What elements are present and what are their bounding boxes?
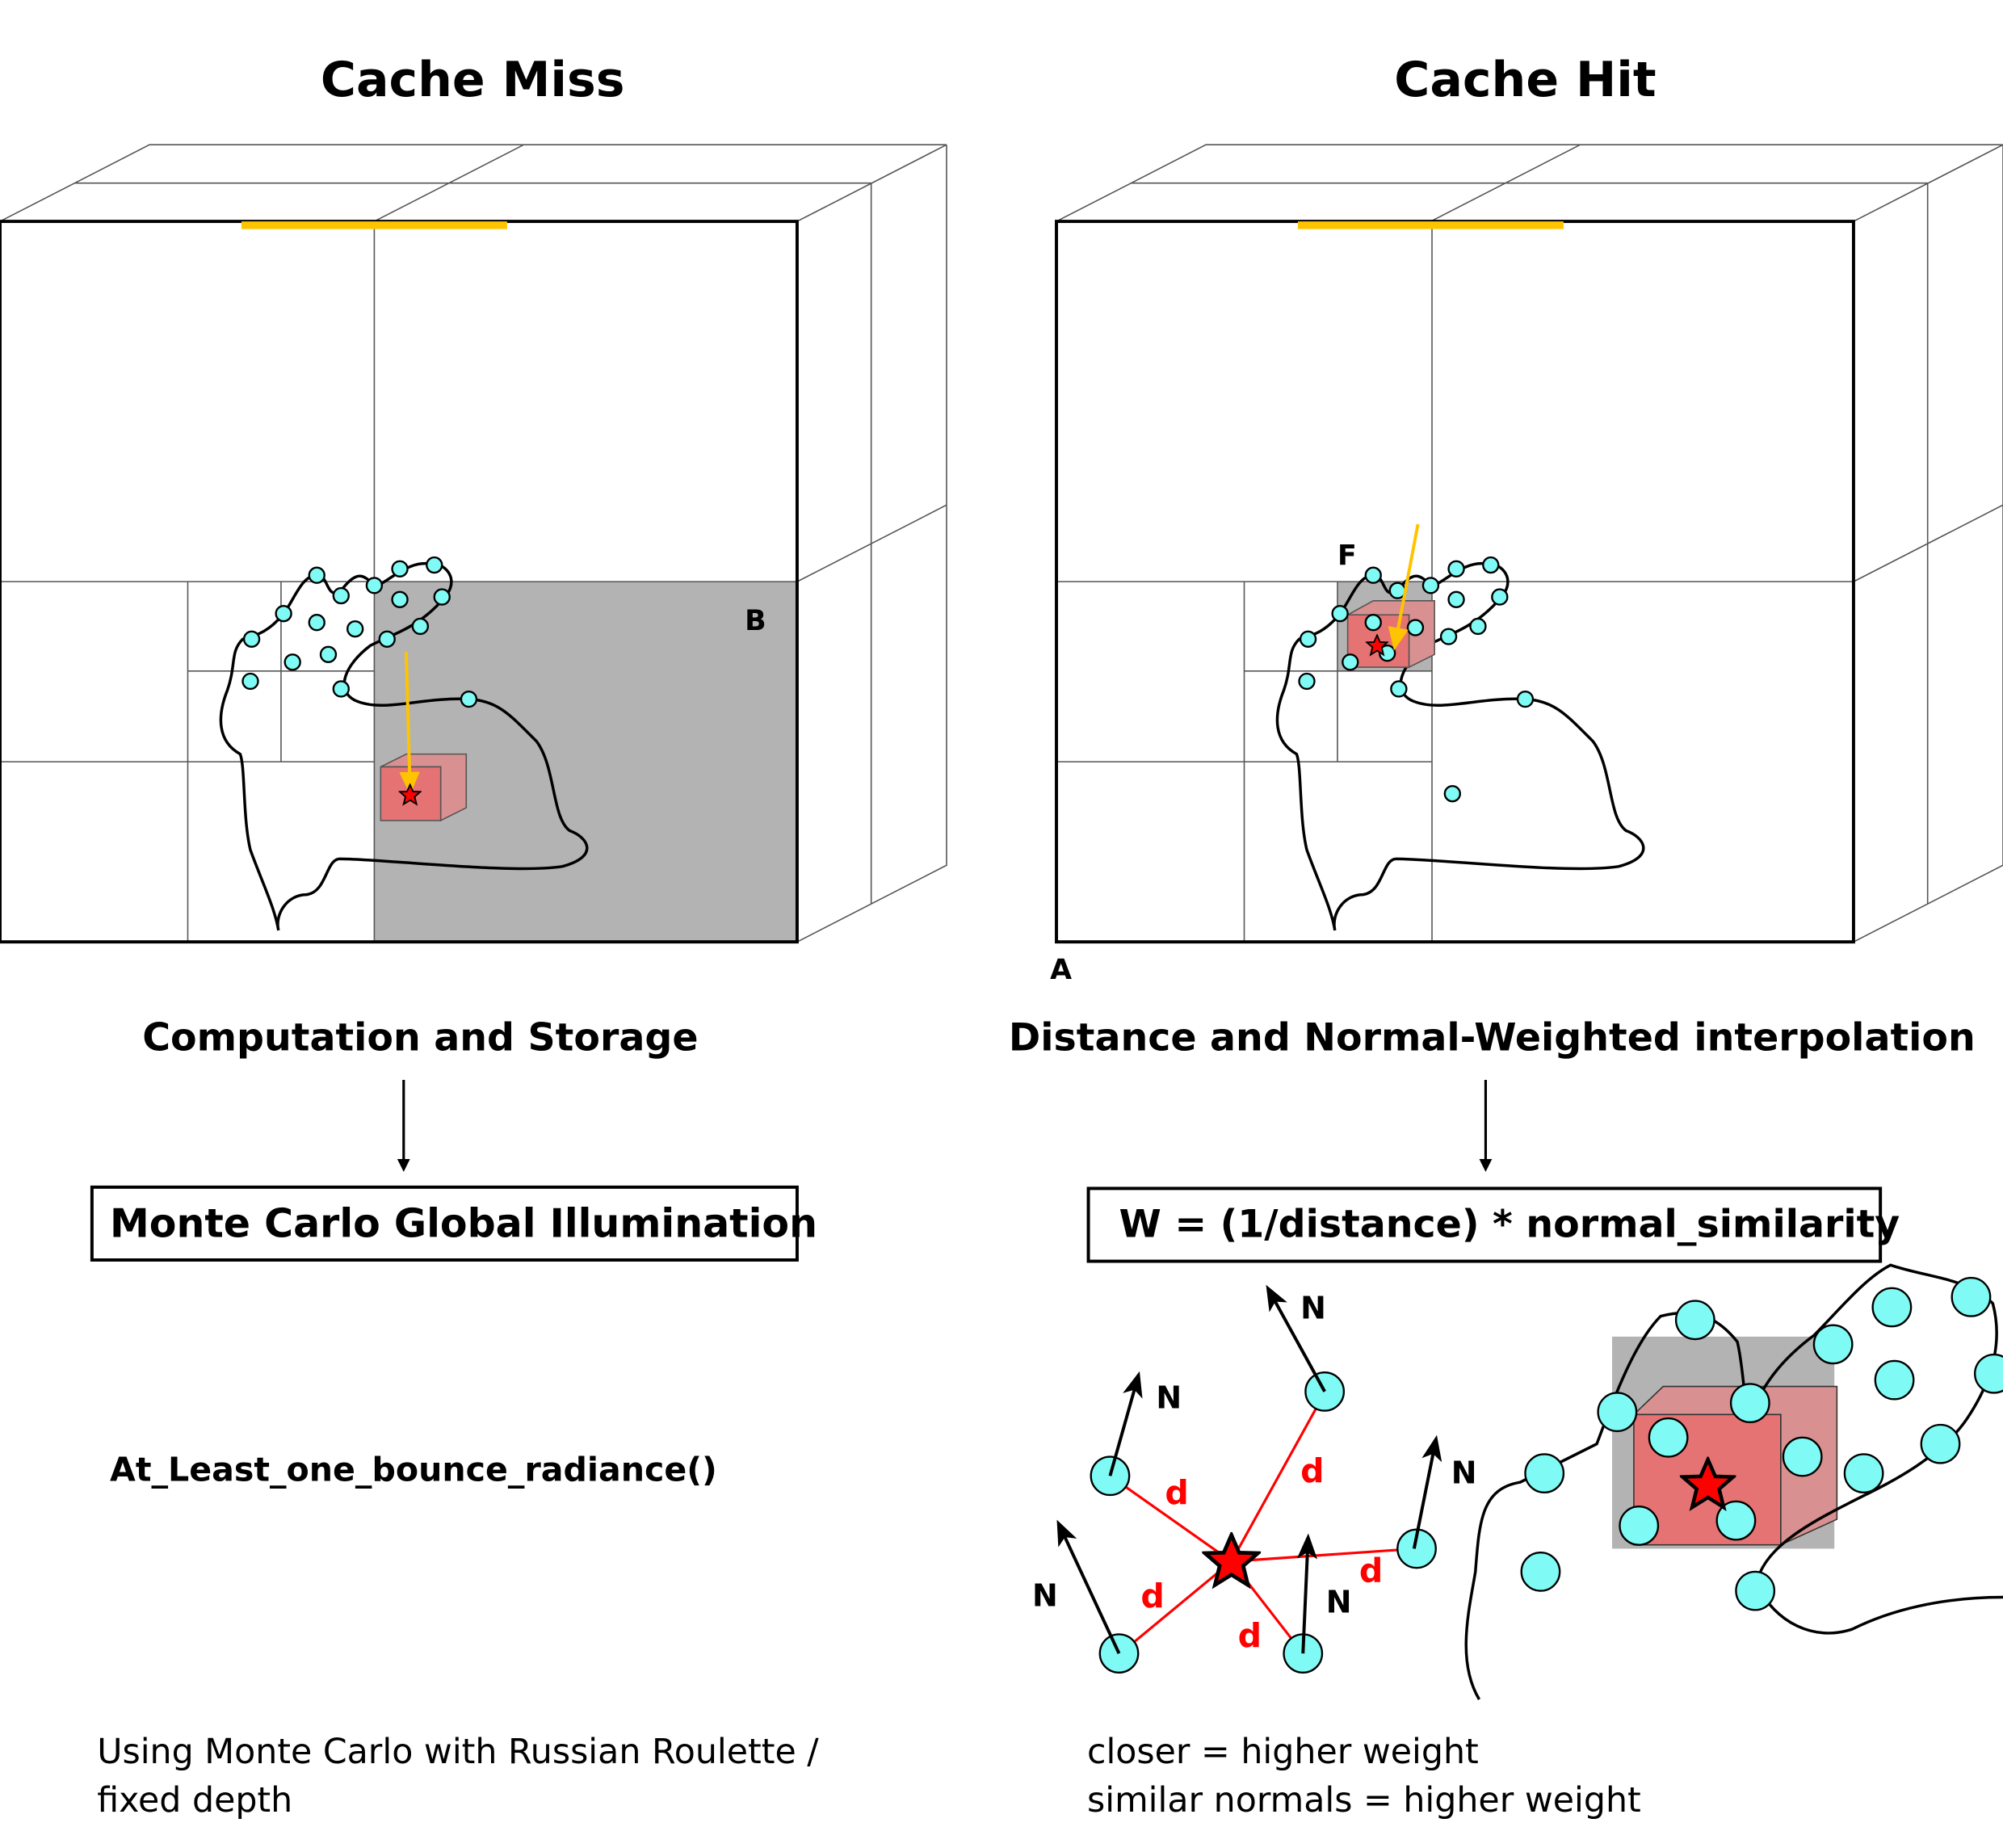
cache-sample-points: [241, 556, 478, 708]
svg-text:d: d: [1140, 1577, 1164, 1615]
bunny-outline: [219, 561, 589, 931]
ray-arrow: [399, 652, 420, 796]
octree-box: F A Distance and Normal-Weighted interpo…: [1009, 144, 2003, 1821]
svg-text:d: d: [1238, 1616, 1262, 1655]
svg-text:d: d: [1300, 1451, 1324, 1490]
svg-text:N: N: [1300, 1291, 1326, 1326]
bunny-outline: [1275, 561, 1645, 931]
method-box: [90, 1185, 799, 1262]
method-label: Monte Carlo Global Illumination: [110, 1199, 817, 1246]
label-a: A: [1050, 954, 1072, 986]
svg-text:N: N: [1451, 1455, 1477, 1491]
cache-hit-title: Cache Hit: [1394, 52, 1656, 108]
normal-labels: N N N N N: [1032, 1291, 1477, 1620]
cache-miss-title: Cache Miss: [321, 52, 625, 108]
label-f: F: [1337, 540, 1357, 573]
function-name: At_Least_one_bounce_radiance(): [110, 1451, 717, 1489]
svg-text:d: d: [1359, 1552, 1383, 1590]
svg-text:d: d: [1165, 1473, 1188, 1512]
svg-text:N: N: [1032, 1578, 1058, 1614]
svg-text:N: N: [1156, 1380, 1182, 1415]
note-line-2: fixed depth: [97, 1780, 292, 1821]
note-line-2: similar normals = higher weight: [1087, 1780, 1641, 1821]
formula-box: [1086, 1186, 1883, 1263]
weighting-illustration: N N N N N d d d d d: [1032, 1284, 1477, 1674]
inset-sample-points: [1520, 1276, 2003, 1611]
distance-labels: d d d d d: [1140, 1451, 1383, 1655]
label-b: B: [745, 605, 766, 637]
ray-arrow: [1388, 523, 1420, 651]
note-line-1: closer = higher weight: [1087, 1732, 1479, 1772]
left-subtitle: Computation and Storage: [142, 1016, 698, 1060]
cache-hit-panel: Cache Hit F A Distance and Normal-Weight…: [1009, 52, 2003, 1821]
weight-formula: W = (1/distance) * normal_similarity: [1119, 1203, 1900, 1247]
zoomed-cell-inset: [1464, 1263, 2003, 1700]
right-subtitle: Distance and Normal-Weighted interpolati…: [1009, 1016, 1976, 1060]
note-line-1: Using Monte Carlo with Russian Roulette …: [97, 1732, 819, 1772]
normal-arrows: [1056, 1284, 1442, 1654]
svg-text:N: N: [1326, 1585, 1352, 1620]
query-cube: [380, 753, 468, 822]
cache-miss-panel: Cache Miss B Computation and Storage Mon…: [0, 52, 2003, 1821]
octree-box: B Computation and Storage Monte Carlo Gl…: [0, 144, 947, 1821]
cache-sample-points: [1298, 556, 1535, 803]
